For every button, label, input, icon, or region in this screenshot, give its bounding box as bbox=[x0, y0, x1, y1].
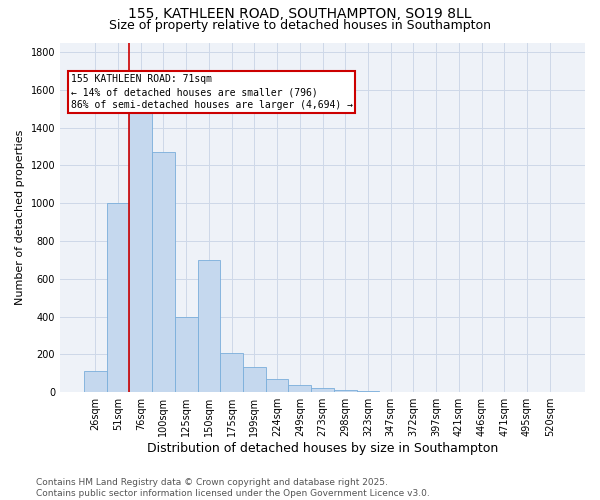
Bar bbox=[84, 372, 107, 392]
Y-axis label: Number of detached properties: Number of detached properties bbox=[15, 130, 25, 305]
Bar bbox=[107, 203, 130, 392]
Bar bbox=[220, 352, 243, 392]
Text: Size of property relative to detached houses in Southampton: Size of property relative to detached ho… bbox=[109, 19, 491, 32]
Bar bbox=[289, 384, 311, 392]
Text: Contains HM Land Registry data © Crown copyright and database right 2025.
Contai: Contains HM Land Registry data © Crown c… bbox=[36, 478, 430, 498]
Text: 155, KATHLEEN ROAD, SOUTHAMPTON, SO19 8LL: 155, KATHLEEN ROAD, SOUTHAMPTON, SO19 8L… bbox=[128, 8, 472, 22]
Bar bbox=[334, 390, 356, 392]
Bar bbox=[197, 260, 220, 392]
Text: 155 KATHLEEN ROAD: 71sqm
← 14% of detached houses are smaller (796)
86% of semi-: 155 KATHLEEN ROAD: 71sqm ← 14% of detach… bbox=[71, 74, 353, 110]
Bar bbox=[130, 108, 152, 392]
Bar bbox=[266, 379, 289, 392]
Bar bbox=[243, 366, 266, 392]
Bar bbox=[152, 152, 175, 392]
X-axis label: Distribution of detached houses by size in Southampton: Distribution of detached houses by size … bbox=[147, 442, 498, 455]
Bar bbox=[175, 316, 197, 392]
Bar bbox=[311, 388, 334, 392]
